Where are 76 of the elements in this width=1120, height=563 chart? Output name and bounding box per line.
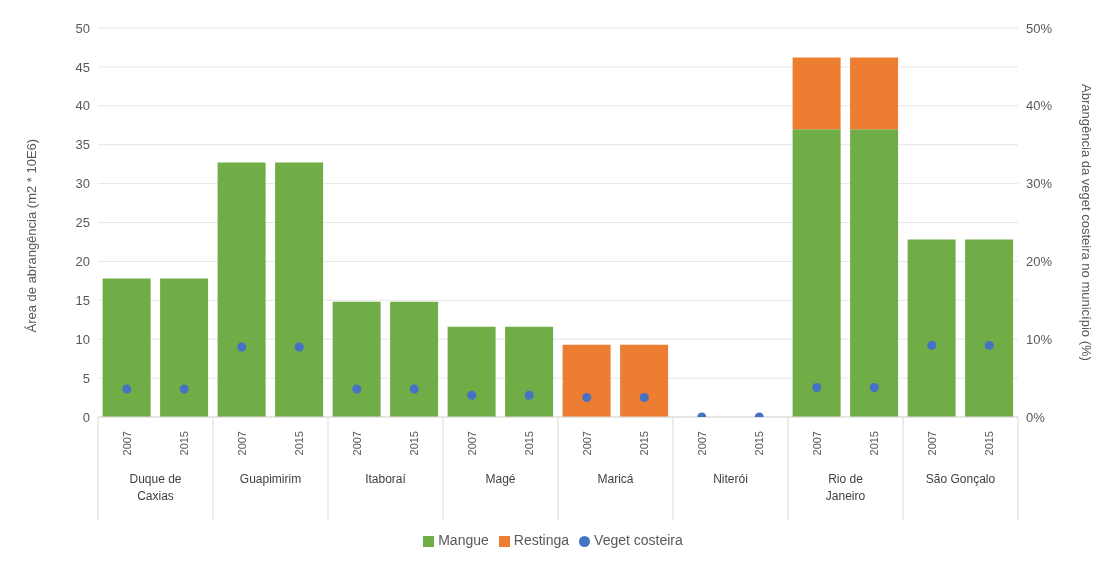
y-tick-label: 0 xyxy=(82,409,90,425)
point xyxy=(639,393,649,403)
legend-label: Mangue xyxy=(438,532,489,548)
point xyxy=(582,393,592,403)
y-tick-label: 15 xyxy=(75,292,90,308)
text: Magé xyxy=(485,472,516,486)
point xyxy=(352,384,362,394)
text: Niterói xyxy=(713,472,748,486)
y-tick-label: 5 xyxy=(82,370,90,386)
y-tick-label: 20 xyxy=(75,254,90,270)
x-tick-label: 2007 xyxy=(695,431,708,456)
x-tick-label: 2007 xyxy=(925,431,938,456)
y2-tick-label: 10% xyxy=(1026,331,1053,347)
x-tick-label: 2015 xyxy=(293,431,306,456)
point xyxy=(869,382,879,392)
point xyxy=(294,342,304,352)
y-tick-label: 35 xyxy=(75,137,90,153)
y2-tick-label: 40% xyxy=(1026,98,1053,114)
bar xyxy=(792,57,841,130)
y2-tick-label: 50% xyxy=(1026,20,1053,36)
bar xyxy=(275,162,324,417)
point xyxy=(409,384,419,394)
legend-label: Restinga xyxy=(513,532,570,548)
y2-tick-label: 0% xyxy=(1026,409,1046,425)
bar xyxy=(562,344,611,417)
y-tick-label: 10 xyxy=(75,331,90,347)
bar xyxy=(447,326,496,417)
text: Guapimirim xyxy=(239,472,302,486)
legend-label: Veget costeira xyxy=(594,532,683,548)
text: Itaboraí xyxy=(365,472,407,486)
point xyxy=(237,342,247,352)
x-tick-label: 2007 xyxy=(235,431,248,456)
x-tick-label: 2007 xyxy=(580,431,593,456)
bar xyxy=(907,239,956,417)
point xyxy=(812,382,822,392)
x-tick-label: 2015 xyxy=(868,431,881,456)
bar xyxy=(850,129,899,417)
point xyxy=(122,384,132,394)
bar xyxy=(620,344,669,417)
x-tick-label: 2007 xyxy=(465,431,478,456)
bar xyxy=(390,301,439,417)
x-tick-label: 2015 xyxy=(523,431,536,456)
y-axis-title: Área de abrangência (m2 * 10E6) xyxy=(23,138,39,333)
point xyxy=(467,390,477,400)
point xyxy=(984,340,994,350)
x-tick-label: 2015 xyxy=(638,431,651,456)
y-tick-label: 30 xyxy=(75,176,90,192)
bar xyxy=(850,57,899,130)
point xyxy=(179,384,189,394)
text: São Gonçalo xyxy=(925,472,996,486)
bar xyxy=(160,278,209,417)
bar xyxy=(332,301,381,417)
point xyxy=(927,340,937,350)
x-tick-label: 2015 xyxy=(753,431,766,456)
y-tick-label: 45 xyxy=(75,59,90,75)
x-tick-label: 2015 xyxy=(408,431,421,456)
y-tick-label: 25 xyxy=(75,215,90,231)
y2-axis-title: Abrangência da veget costeira no município (%) xyxy=(1079,84,1095,361)
x-tick-label: 2007 xyxy=(810,431,823,456)
bar xyxy=(505,326,554,417)
y2-tick-label: 30% xyxy=(1026,176,1053,192)
y2-tick-label: 20% xyxy=(1026,254,1053,270)
y-tick-label: 40 xyxy=(75,98,90,114)
bar xyxy=(102,278,151,417)
text: Duque de Caxias xyxy=(129,472,182,503)
bar xyxy=(217,162,266,417)
bar xyxy=(792,129,841,417)
point xyxy=(524,390,534,400)
x-tick-label: 2007 xyxy=(120,431,133,456)
x-tick-label: 2007 xyxy=(350,431,363,456)
text: Rio de Janeiro xyxy=(825,472,866,503)
bar xyxy=(965,239,1014,417)
y-tick-label: 50 xyxy=(75,20,90,36)
x-tick-label: 2015 xyxy=(983,431,996,456)
text: Maricá xyxy=(597,472,634,486)
x-tick-label: 2015 xyxy=(178,431,191,456)
